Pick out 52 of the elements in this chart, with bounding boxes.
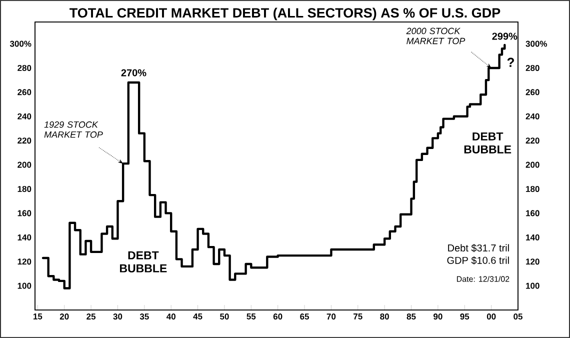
y-tick-label: 300% <box>10 40 32 47</box>
x-tick-label: 15 <box>33 314 42 320</box>
annotation: 2000 STOCK MARKET TOP <box>406 28 466 44</box>
x-tick-label: 55 <box>246 314 256 320</box>
x-tick-label: 85 <box>406 314 416 320</box>
x-tick-label: 00 <box>486 314 496 320</box>
x-tick-label: 60 <box>273 314 282 320</box>
y-tick-label: 100 <box>18 282 32 289</box>
annotation: ? <box>507 58 514 67</box>
y2-tick-label: 140 <box>526 234 540 240</box>
y-tick-label: 140 <box>18 234 32 240</box>
annotation: DEBT BUBBLE <box>464 132 512 154</box>
y-tick-label: 120 <box>18 258 32 265</box>
y2-tick-label: 100 <box>526 282 540 289</box>
x-tick-label: 75 <box>354 314 362 320</box>
y2-tick-label: 300% <box>526 40 548 47</box>
x-tick-label: 70 <box>326 314 336 320</box>
y2-tick-label: 220 <box>526 138 540 144</box>
y-tick-label: 160 <box>18 210 32 216</box>
y-tick-label: 280 <box>18 64 32 71</box>
annotation: Date: 12/31/02 <box>456 276 510 282</box>
annotation: 299% <box>492 32 518 40</box>
y-tick-label: 260 <box>18 89 32 96</box>
annotation: DEBT BUBBLE <box>120 251 167 272</box>
y2-tick-label: 160 <box>526 210 540 216</box>
chart-title: TOTAL CREDIT MARKET DEBT (ALL SECTORS) AS % OF U.S. GDP <box>70 8 500 20</box>
x-tick-label: 80 <box>380 314 389 320</box>
y2-tick-label: 200 <box>526 162 540 168</box>
annotation: 270% <box>121 69 146 76</box>
y2-tick-label: 240 <box>526 113 540 120</box>
x-tick-label: 90 <box>434 314 442 320</box>
x-tick-label: 65 <box>300 314 310 320</box>
annotation: Debt $31.7 tril <box>448 244 509 252</box>
y-tick-label: 180 <box>18 186 32 192</box>
annotation: 1929 STOCK MARKET TOP <box>44 121 103 138</box>
x-tick-label: 50 <box>220 314 229 320</box>
y2-tick-label: 260 <box>526 89 540 96</box>
y-tick-label: 220 <box>18 138 32 144</box>
x-tick-label: 05 <box>514 314 522 320</box>
y2-tick-label: 120 <box>526 258 540 265</box>
y-tick-label: 200 <box>18 162 32 168</box>
annotation: GDP $10.6 tril <box>447 256 509 265</box>
x-tick-label: 30 <box>113 314 122 320</box>
x-tick-label: 35 <box>140 314 149 320</box>
y2-tick-label: 180 <box>526 186 540 192</box>
x-tick-label: 95 <box>460 314 470 320</box>
x-tick-label: 45 <box>193 314 202 320</box>
y2-tick-label: 280 <box>526 64 540 71</box>
x-tick-label: 40 <box>166 314 176 320</box>
x-tick-label: 25 <box>86 314 96 320</box>
x-tick-label: 20 <box>60 314 69 320</box>
y-tick-label: 240 <box>18 113 32 120</box>
